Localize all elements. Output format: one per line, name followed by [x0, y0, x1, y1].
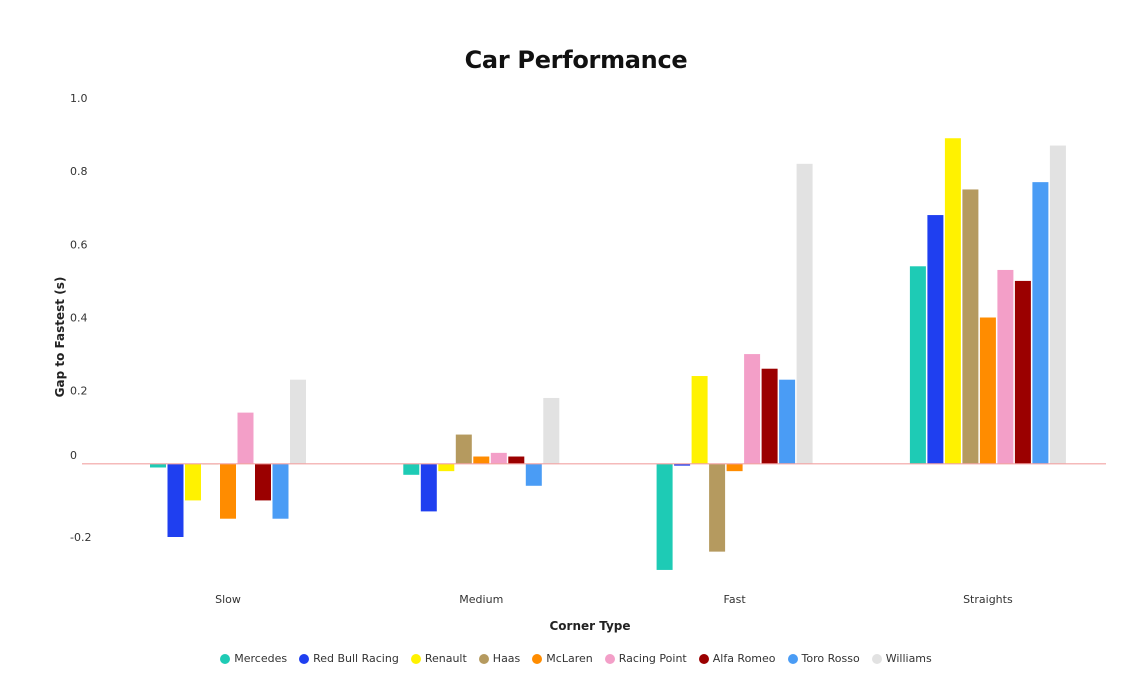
- legend-item[interactable]: Williams: [871, 652, 932, 665]
- y-tick-label: 0.2: [70, 385, 88, 398]
- bar: [290, 379, 306, 464]
- bars: [150, 138, 1066, 570]
- y-axis-ticks: 1.0 0.8 0.6 0.4 0.2 0 -0.2: [70, 92, 91, 544]
- legend-label: Red Bull Racing: [313, 652, 399, 665]
- legend-swatch: [787, 653, 798, 664]
- x-axis-title: Corner Type: [549, 619, 630, 633]
- y-tick-label: 1.0: [70, 92, 88, 105]
- legend-label: Haas: [492, 652, 521, 665]
- y-tick-label: 0.8: [70, 165, 88, 178]
- y-tick-label: -0.2: [70, 531, 91, 544]
- bar: [237, 412, 254, 464]
- bar: [1032, 182, 1049, 464]
- bar: [438, 463, 455, 472]
- bar: [420, 463, 437, 512]
- legend-swatch: [871, 653, 882, 664]
- bar: [508, 456, 525, 464]
- category-labels: Slow Medium Fast Straights: [215, 593, 1013, 606]
- legend-swatch: [410, 653, 421, 664]
- legend-item[interactable]: Alfa Romeo: [698, 652, 776, 665]
- legend-item[interactable]: Haas: [478, 652, 521, 665]
- bar: [962, 189, 979, 464]
- y-axis-title: Gap to Fastest (s): [53, 277, 67, 398]
- bar: [761, 368, 778, 464]
- legend-swatch: [299, 653, 310, 664]
- bar: [255, 463, 271, 501]
- x-tick-label: Slow: [215, 593, 241, 606]
- bar: [927, 215, 944, 464]
- y-tick-label: 0.6: [70, 238, 88, 251]
- bar: [656, 463, 673, 570]
- legend-item[interactable]: Racing Point: [604, 652, 687, 665]
- x-tick-label: Fast: [724, 593, 747, 606]
- y-tick-label: 0: [70, 449, 77, 462]
- bar: [979, 317, 996, 464]
- bar: [543, 397, 560, 464]
- legend-swatch: [478, 653, 489, 664]
- legend-label: Toro Rosso: [801, 652, 860, 665]
- legend-label: Williams: [885, 652, 932, 665]
- legend-label: Alfa Romeo: [712, 652, 776, 665]
- bar: [779, 379, 796, 464]
- bar: [525, 463, 542, 486]
- legend: Mercedes Red Bull Racing Renault Haas McLare…: [0, 652, 1127, 665]
- bar: [744, 354, 761, 464]
- bar: [272, 463, 289, 519]
- bar: [403, 463, 420, 475]
- legend-swatch: [532, 653, 543, 664]
- legend-item[interactable]: McLaren: [532, 652, 593, 665]
- legend-label: Renault: [424, 652, 467, 665]
- legend-item[interactable]: Mercedes: [220, 652, 287, 665]
- legend-label: McLaren: [546, 652, 593, 665]
- bar: [490, 452, 507, 464]
- bar: [185, 463, 201, 501]
- bar: [691, 376, 708, 464]
- bar: [726, 463, 743, 472]
- bar: [674, 463, 691, 466]
- y-tick-label: 0.4: [70, 312, 88, 325]
- bar: [944, 138, 961, 464]
- legend-swatch: [220, 653, 231, 664]
- legend-swatch: [698, 653, 709, 664]
- bar: [150, 463, 166, 468]
- x-tick-label: Straights: [963, 593, 1013, 606]
- bar: [909, 266, 926, 464]
- legend-swatch: [604, 653, 615, 664]
- legend-item[interactable]: Toro Rosso: [787, 652, 860, 665]
- bar: [220, 463, 236, 519]
- bar: [1049, 145, 1066, 464]
- legend-label: Mercedes: [234, 652, 288, 665]
- legend-label: Racing Point: [618, 652, 687, 665]
- bar: [796, 163, 813, 464]
- legend-item[interactable]: Red Bull Racing: [299, 652, 399, 665]
- bar: [709, 463, 726, 552]
- bar: [1014, 280, 1031, 464]
- x-tick-label: Medium: [459, 593, 503, 606]
- bar: [473, 456, 490, 464]
- bar: [167, 463, 184, 537]
- legend-item[interactable]: Renault: [410, 652, 467, 665]
- bar: [455, 434, 472, 464]
- chart-title: Car Performance: [464, 46, 688, 74]
- bar: [997, 269, 1014, 464]
